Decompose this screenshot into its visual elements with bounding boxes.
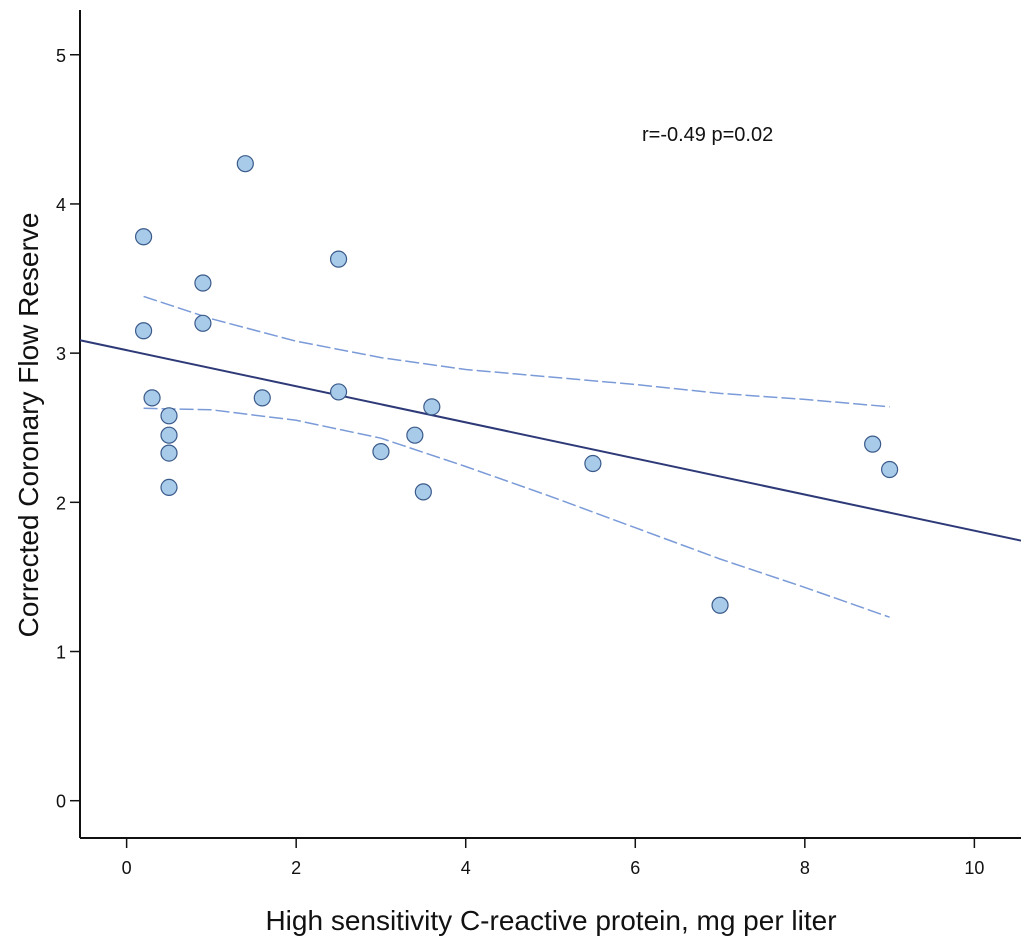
x-tick-label: 4 bbox=[461, 858, 471, 878]
y-tick-label: 3 bbox=[56, 344, 66, 364]
data-point bbox=[236, 155, 254, 173]
data-point bbox=[423, 398, 441, 416]
x-tick-label: 0 bbox=[122, 858, 132, 878]
regression-line-group bbox=[79, 339, 1021, 542]
lower-confidence-line bbox=[143, 407, 890, 618]
y-tick-label: 0 bbox=[56, 792, 66, 812]
data-point bbox=[143, 389, 161, 407]
y-tick-label: 1 bbox=[56, 643, 66, 663]
y-tick-label: 2 bbox=[56, 493, 66, 513]
data-point bbox=[160, 407, 178, 425]
data-point bbox=[160, 444, 178, 462]
data-point bbox=[160, 426, 178, 444]
data-point bbox=[711, 596, 729, 614]
x-tick-label: 10 bbox=[964, 858, 984, 878]
x-axis-title: High sensitivity C-reactive protein, mg … bbox=[265, 905, 836, 936]
data-point bbox=[194, 314, 212, 332]
data-point bbox=[160, 478, 178, 497]
data-point bbox=[329, 383, 348, 401]
data-point bbox=[864, 435, 882, 453]
data-point bbox=[372, 443, 390, 461]
upper-confidence-line bbox=[143, 295, 890, 408]
data-point bbox=[414, 483, 432, 501]
data-point bbox=[880, 460, 899, 479]
x-tick-label: 6 bbox=[630, 858, 640, 878]
axes: 0 1 2 3 4 5 0 2 4 6 8 10 bbox=[56, 10, 1021, 878]
data-point bbox=[134, 228, 153, 246]
data-point bbox=[329, 250, 348, 268]
regression-line bbox=[79, 339, 1021, 542]
data-point bbox=[194, 274, 212, 292]
confidence-interval-lines bbox=[143, 295, 890, 618]
data-point bbox=[584, 454, 602, 473]
y-tick-label: 4 bbox=[56, 195, 66, 215]
y-axis-title: Corrected Coronary Flow Reserve bbox=[13, 213, 44, 638]
data-point bbox=[134, 322, 153, 340]
x-tick-label: 2 bbox=[291, 858, 301, 878]
data-points bbox=[134, 155, 899, 614]
y-tick-label: 5 bbox=[56, 46, 66, 66]
x-tick-label: 8 bbox=[800, 858, 810, 878]
data-point bbox=[253, 389, 271, 407]
data-point bbox=[406, 426, 424, 444]
correlation-annotation: r=-0.49 p=0.02 bbox=[642, 124, 773, 146]
